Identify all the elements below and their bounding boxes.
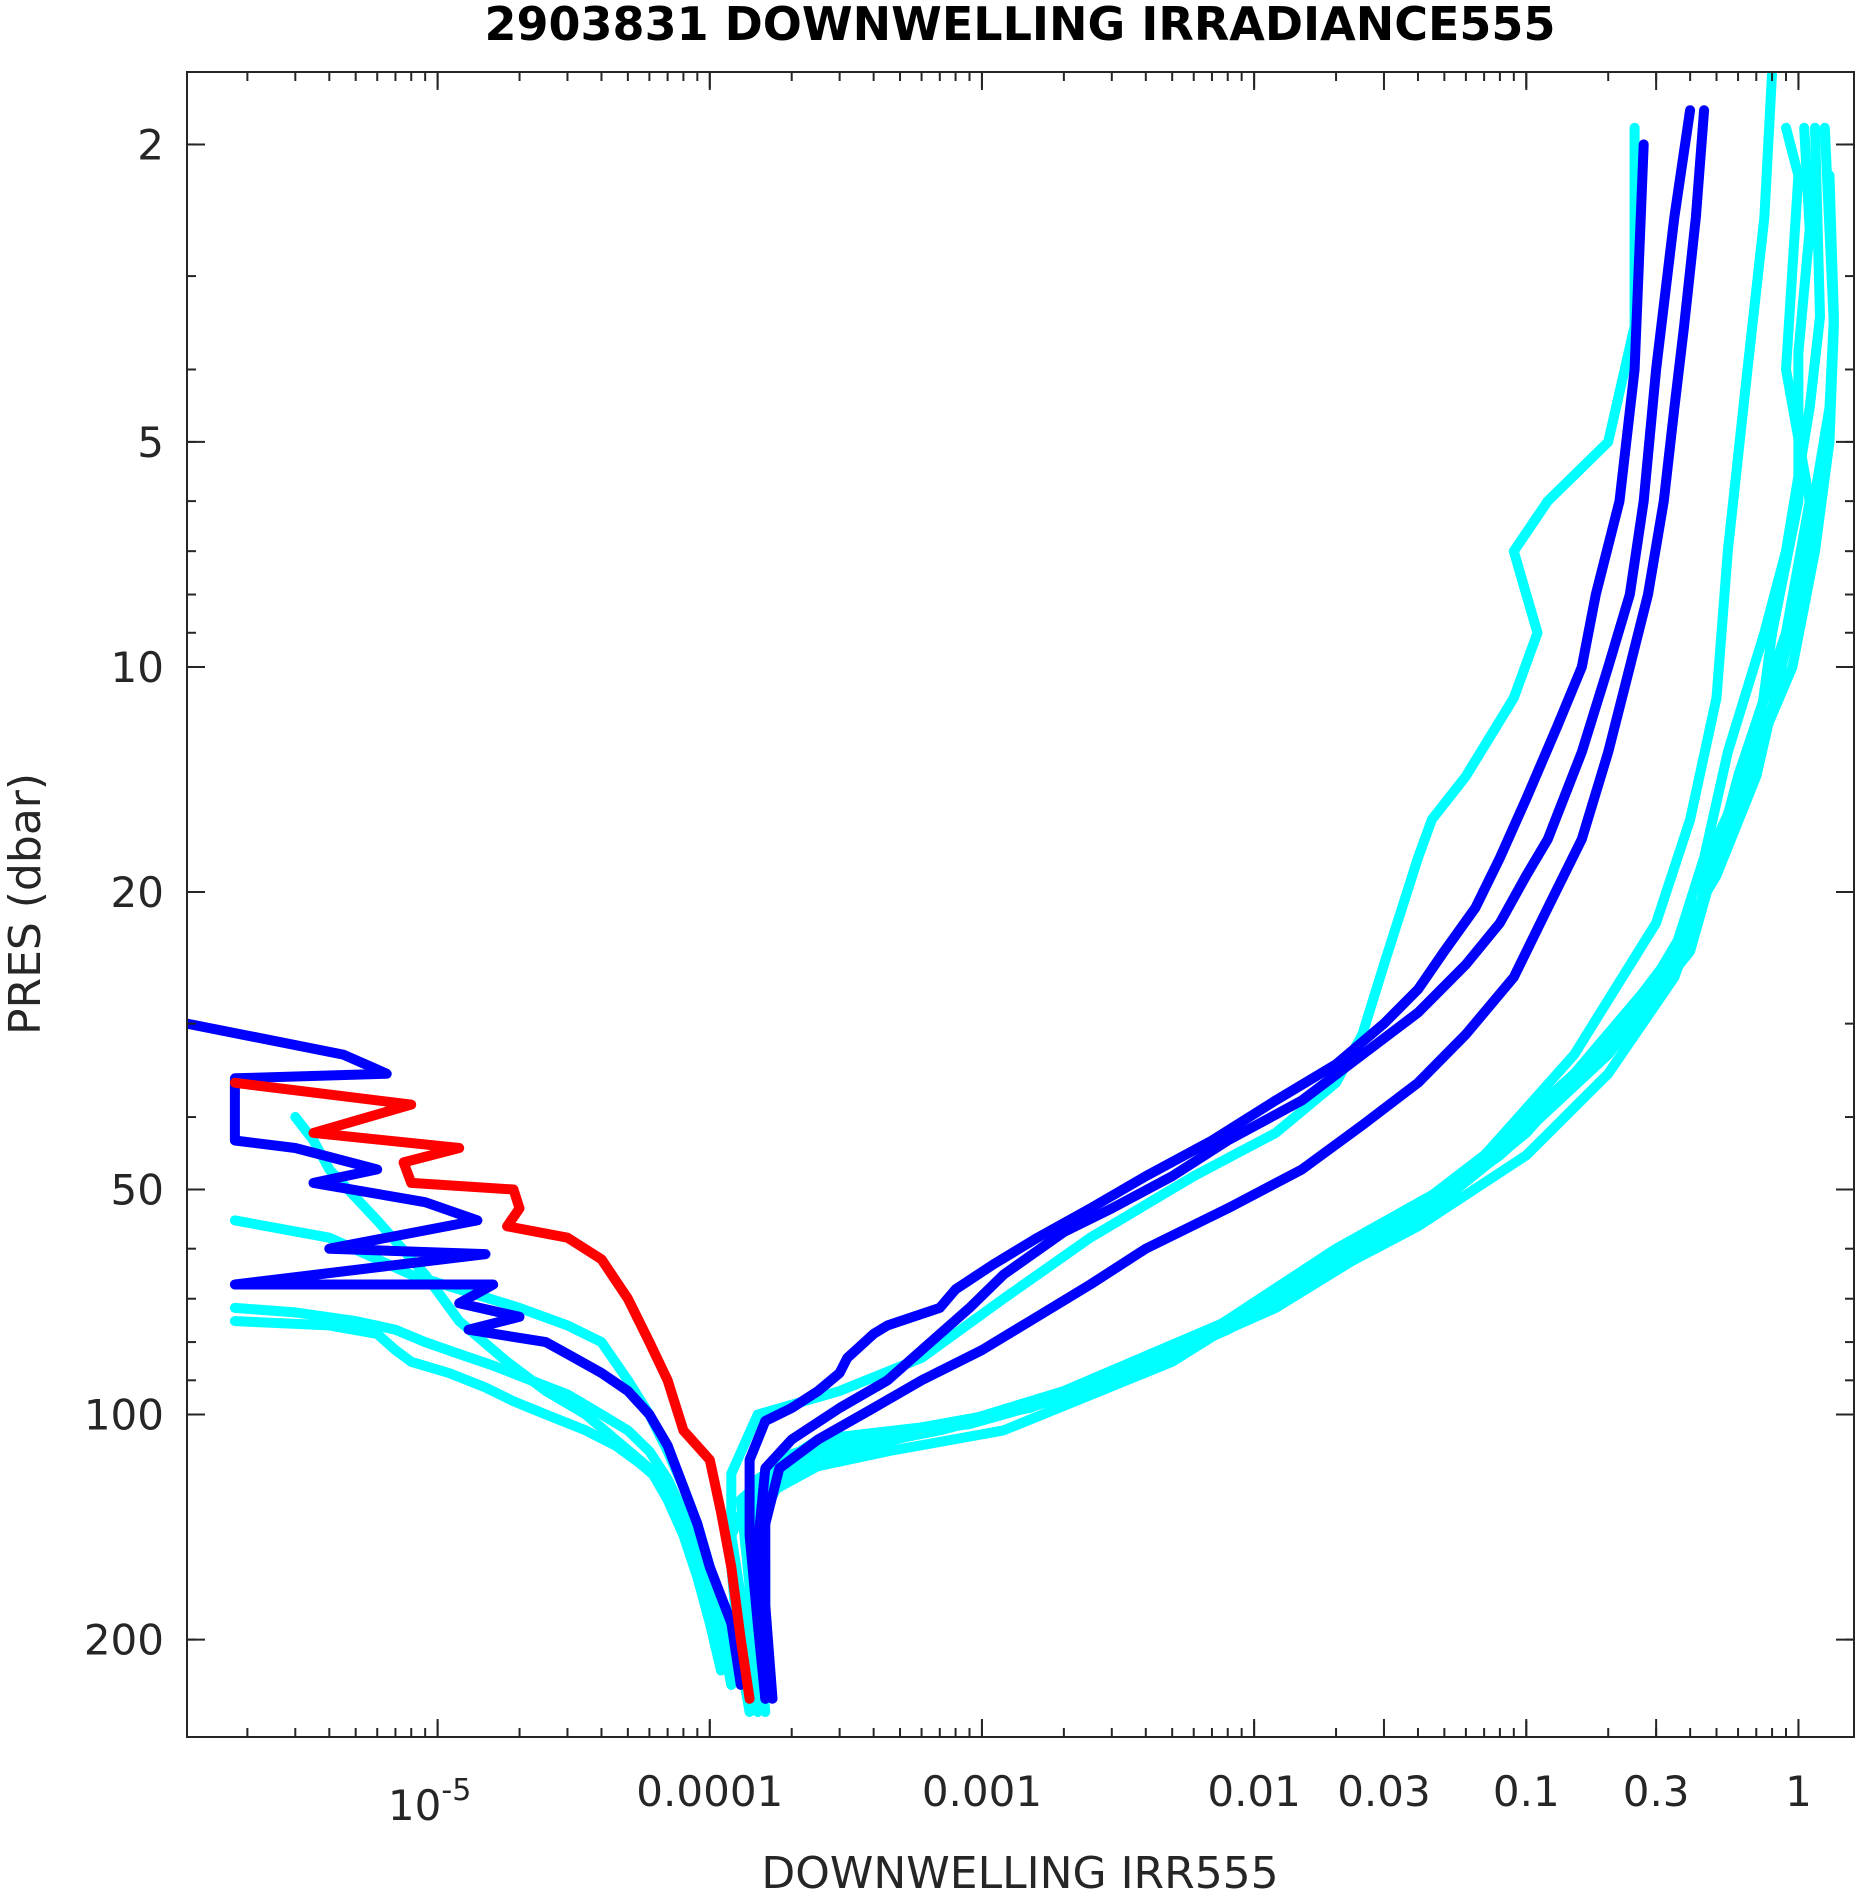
plot-area bbox=[187, 72, 1854, 1737]
series-line-14 bbox=[760, 105, 1710, 1704]
series-line-15 bbox=[187, 1018, 746, 1690]
x-tick-label: 0.03 bbox=[1337, 1767, 1431, 1816]
y-tick-label: 10 bbox=[111, 643, 164, 692]
x-tick-label: 0.001 bbox=[922, 1767, 1042, 1816]
chart-title: 2903831 DOWNWELLING IRRADIANCE555 bbox=[485, 0, 1556, 51]
x-axis-label: DOWNWELLING IRR555 bbox=[761, 1848, 1278, 1896]
x-tick-label: 0.3 bbox=[1623, 1767, 1690, 1816]
x-tick-label: 0.0001 bbox=[636, 1767, 783, 1816]
y-tick-label: 100 bbox=[84, 1391, 164, 1440]
plot-frame bbox=[186, 71, 1855, 1738]
x-tick-label: 1 bbox=[1785, 1767, 1812, 1816]
series-line-13 bbox=[752, 105, 1696, 1704]
x-axis: 10-5 0.0001 0.001 0.01 0.03 0.1 0.3 1 bbox=[388, 72, 1812, 1830]
y-axis-label: PRES (dbar) bbox=[0, 773, 51, 1035]
x-tick-label: 10-5 bbox=[388, 1773, 471, 1830]
series-line-11 bbox=[290, 1112, 726, 1676]
y-tick-label: 50 bbox=[111, 1165, 164, 1214]
series-line-12 bbox=[744, 139, 1649, 1704]
y-tick-label: 5 bbox=[137, 418, 164, 467]
y-tick-label: 200 bbox=[84, 1616, 164, 1665]
y-tick-label: 20 bbox=[111, 868, 164, 917]
y-axis: 2 5 10 20 50 100 200 bbox=[84, 120, 1854, 1665]
series-line-6 bbox=[752, 170, 1839, 1690]
series-line-16 bbox=[229, 1077, 755, 1704]
x-tick-label: 0.1 bbox=[1493, 1767, 1560, 1816]
y-tick-label: 2 bbox=[137, 120, 164, 169]
series-layer bbox=[187, 72, 1839, 1717]
x-tick-label: 0.01 bbox=[1207, 1767, 1301, 1816]
series-line-7 bbox=[726, 122, 1640, 1676]
